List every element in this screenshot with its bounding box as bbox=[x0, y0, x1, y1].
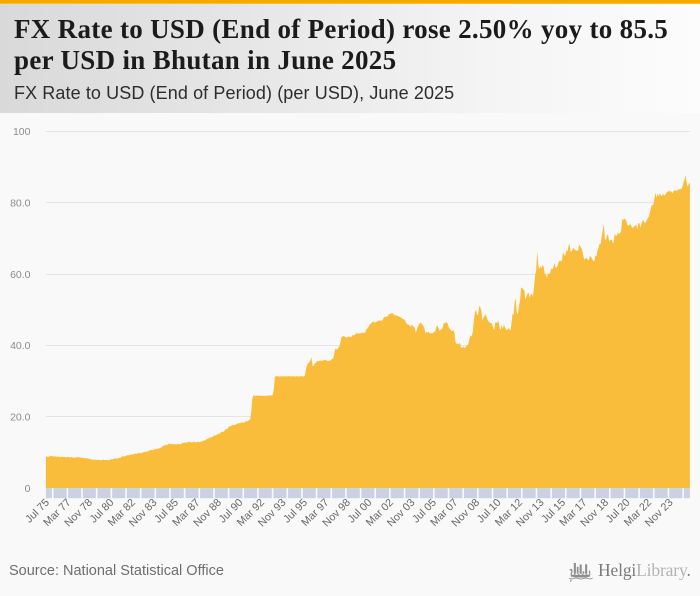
svg-text:80.0: 80.0 bbox=[10, 198, 31, 210]
svg-text:40.0: 40.0 bbox=[10, 340, 31, 352]
svg-text:0: 0 bbox=[25, 483, 31, 495]
svg-text:20.0: 20.0 bbox=[10, 412, 31, 424]
svg-text:60.0: 60.0 bbox=[10, 269, 31, 281]
svg-text:100: 100 bbox=[13, 126, 31, 138]
